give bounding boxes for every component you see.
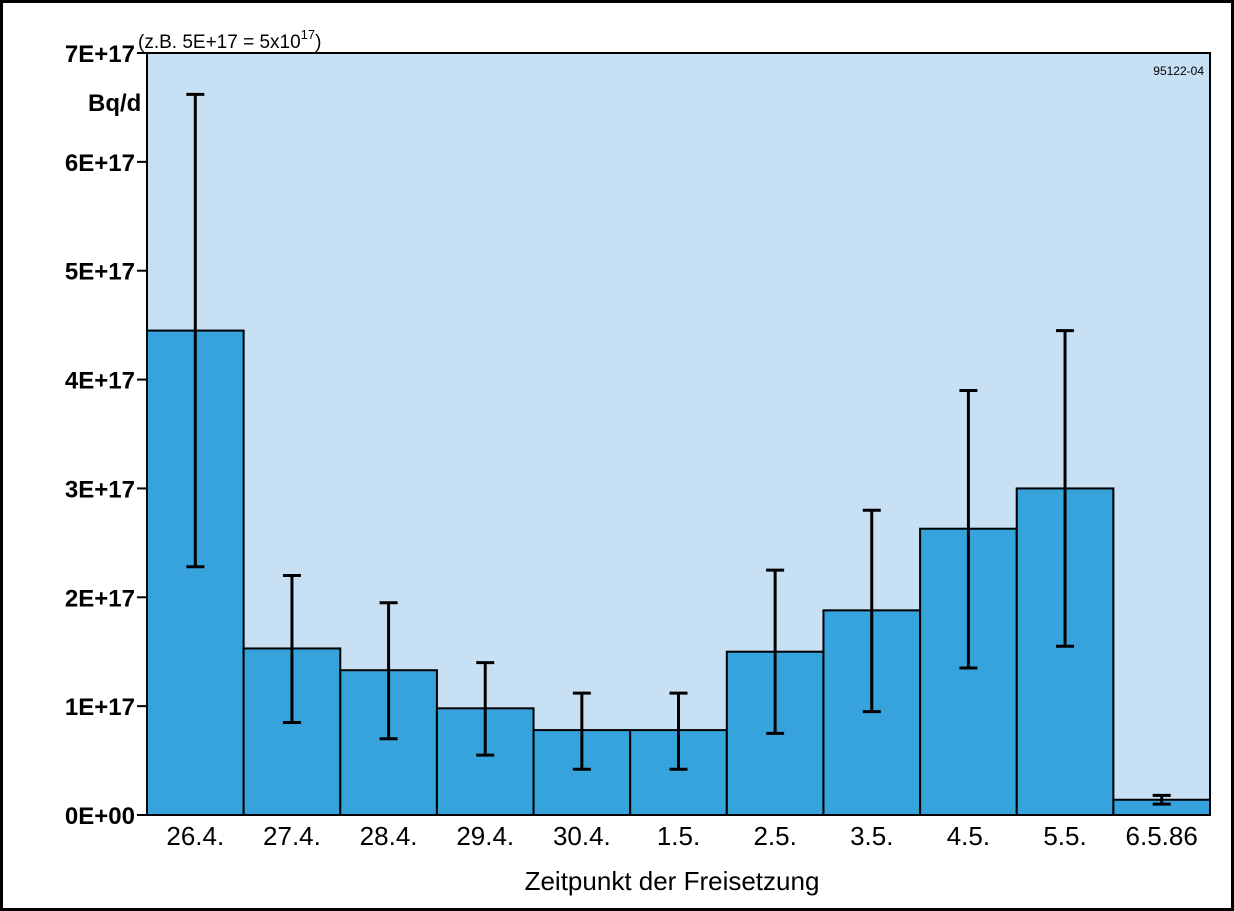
annotation-text: (z.B. 5E+17 = 5x1017): [138, 27, 321, 53]
annotation-close: ): [315, 32, 321, 53]
x-tick-label-30.4.: 30.4.: [553, 821, 611, 851]
x-tick-label-2.5.: 2.5.: [753, 821, 796, 851]
error-bars-group: [186, 92, 1171, 806]
figure-id: 95122-04: [1153, 64, 1204, 78]
y-tick-label-2E+17: 2E+17: [65, 585, 135, 612]
x-tick-label-5.5.: 5.5.: [1043, 821, 1086, 851]
y-tick-label-5E+17: 5E+17: [65, 259, 135, 286]
annotation-main: (z.B. 5E+17 = 5x10: [138, 32, 301, 53]
x-axis: 26.4. 27.4. 28.4. 29.4. 30.4. 1.5. 2.5. 3.5. 4.5…: [166, 821, 1197, 851]
x-tick-label-27.4.: 27.4.: [263, 821, 321, 851]
x-tick-label-6.5.86: 6.5.86: [1126, 821, 1198, 851]
annotation-superscript: 17: [301, 27, 315, 42]
x-axis-label: Zeitpunkt der Freisetzung: [525, 866, 820, 896]
y-tick-label-7E+17: 7E+17: [65, 41, 135, 68]
x-tick-label-29.4.: 29.4.: [456, 821, 514, 851]
y-axis-label: Bq/d: [88, 90, 141, 117]
x-tick-label-28.4.: 28.4.: [360, 821, 418, 851]
y-axis: 0E+00 1E+17 2E+17 3E+17 4E+17 5E+17 6E+17 7E+17: [65, 41, 147, 830]
plot-border: [146, 52, 1211, 816]
x-tick-label-1.5.: 1.5.: [657, 821, 700, 851]
x-tick-label-4.5.: 4.5.: [947, 821, 990, 851]
y-tick-label-3E+17: 3E+17: [65, 476, 135, 503]
x-tick-label-3.5.: 3.5.: [850, 821, 893, 851]
y-tick-label-1E+17: 1E+17: [65, 694, 135, 721]
x-tick-label-26.4.: 26.4.: [166, 821, 224, 851]
y-tick-label-6E+17: 6E+17: [65, 150, 135, 177]
y-tick-label-4E+17: 4E+17: [65, 368, 135, 395]
y-tick-label-0E+00: 0E+00: [65, 803, 135, 830]
